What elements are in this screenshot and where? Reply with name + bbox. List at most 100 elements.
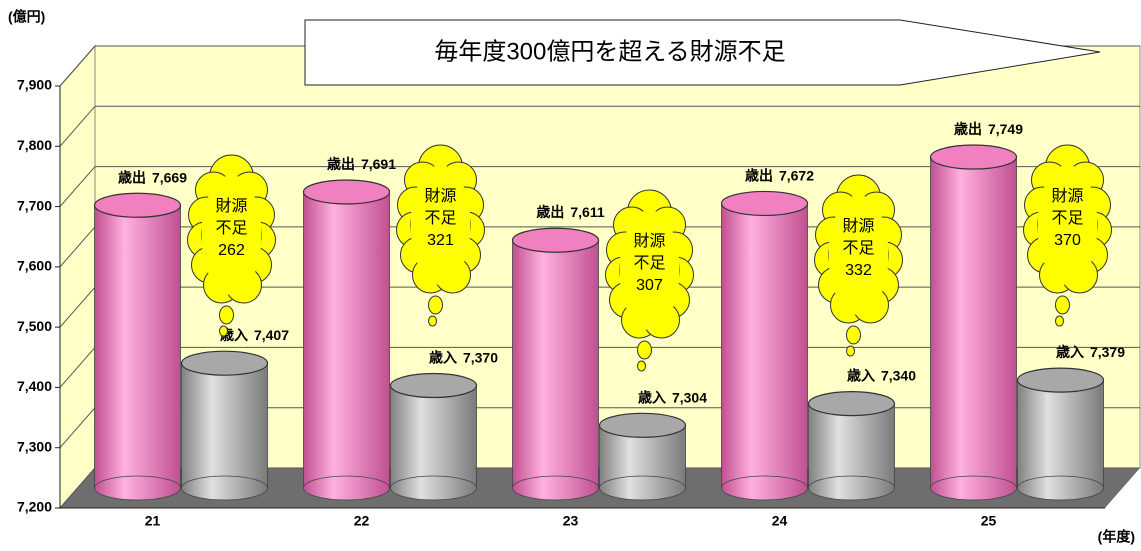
- cylinder-body: [94, 205, 181, 488]
- callout: 財源不足 321: [396, 144, 485, 327]
- grid-line: [59, 166, 96, 207]
- callout-bubble: [846, 325, 861, 345]
- series-name: 歳入: [847, 367, 875, 383]
- cylinder-top: [302, 179, 391, 205]
- value-label: 7,691: [361, 156, 396, 172]
- side-wall: [59, 44, 96, 510]
- x-tick-label: 23: [563, 513, 579, 529]
- cylinder-body: [303, 191, 390, 489]
- series-name: 歳入: [638, 389, 666, 405]
- data-label: 歳入 7,407: [220, 327, 289, 343]
- data-label: 歳出 7,611: [536, 204, 604, 220]
- callout-value: 262: [218, 242, 245, 259]
- grid-line: [59, 407, 96, 449]
- y-tick-label: 7,200: [17, 499, 52, 515]
- grid-line: [59, 105, 96, 147]
- cylinder-body: [390, 385, 477, 488]
- x-axis-label: (年度): [1098, 529, 1135, 545]
- cylinder-bottom: [303, 475, 390, 501]
- series-name: 歳入: [429, 349, 457, 365]
- callout-fill: [201, 175, 262, 295]
- callout-value: 332: [845, 262, 872, 279]
- callout-bubble: [219, 305, 234, 325]
- callout-label: 財源: [842, 217, 874, 235]
- callout-label: 財源: [424, 187, 456, 205]
- x-tick-label: 24: [772, 513, 788, 529]
- callout-value: 321: [427, 232, 454, 249]
- callout-label: 不足: [424, 210, 456, 227]
- callout: 財源不足 370: [1023, 144, 1112, 327]
- cylinder-top: [720, 190, 809, 217]
- grid-line: [59, 467, 96, 509]
- callout: 財源不足 262: [187, 154, 276, 337]
- callout-bubble: [637, 360, 646, 372]
- callout-bubble: [637, 340, 652, 360]
- cylinder-body: [930, 157, 1017, 488]
- data-label: 歳出 7,672: [745, 167, 814, 183]
- callout-label: 財源: [215, 197, 247, 215]
- cylinder-top: [511, 227, 600, 253]
- callout-fill: [1037, 165, 1098, 285]
- value-label: 7,379: [1090, 344, 1125, 360]
- callout: 財源不足 332: [814, 174, 903, 357]
- cylinder-top: [929, 144, 1018, 170]
- callout: 財源不足 307: [605, 189, 694, 372]
- callout-bubble: [1055, 315, 1064, 327]
- grid-line: [59, 347, 96, 388]
- y-tick-label: 7,500: [17, 318, 52, 334]
- cylinder-top: [180, 350, 269, 376]
- value-label: 7,407: [254, 327, 289, 343]
- callout-value: 307: [636, 277, 663, 294]
- cylinder-bottom: [1017, 475, 1104, 501]
- cylinder-top: [1016, 367, 1105, 393]
- value-label: 7,749: [988, 121, 1023, 137]
- callout-bubble: [1055, 295, 1070, 315]
- cylinder-body: [512, 240, 599, 488]
- series-name: 歳出: [745, 167, 773, 183]
- cylinder-bottom: [181, 475, 268, 501]
- callout-label: 不足: [633, 255, 665, 272]
- cylinder-top: [598, 412, 687, 438]
- x-tick-label: 21: [145, 513, 161, 529]
- x-tick-label: 25: [981, 513, 997, 529]
- callout-label: 財源: [1051, 187, 1083, 205]
- cylinder-bottom: [390, 475, 477, 501]
- data-label: 歳入 7,370: [429, 349, 498, 365]
- data-label: 歳出 7,669: [118, 169, 187, 185]
- callout-bubble: [428, 295, 443, 315]
- grid-line: [59, 286, 96, 328]
- callout-label: 財源: [633, 232, 665, 250]
- data-label: 歳入 7,379: [1056, 344, 1125, 360]
- callout-fill: [410, 165, 471, 285]
- y-tick-label: 7,400: [17, 378, 52, 394]
- cylinder-body: [1017, 380, 1104, 488]
- callout-bubble: [846, 345, 855, 357]
- y-tick-label: 7,700: [17, 197, 52, 213]
- value-label: 7,611: [570, 204, 604, 220]
- value-label: 7,669: [152, 169, 187, 185]
- y-tick-label: 7,800: [17, 137, 52, 153]
- data-label: 歳出 7,691: [327, 156, 396, 172]
- cylinder-body: [808, 403, 895, 488]
- grid-line: [59, 226, 96, 268]
- banner-text: 毎年度300億円を超える財源不足: [434, 38, 785, 65]
- series-name: 歳出: [327, 156, 355, 172]
- series-name: 歳入: [1056, 344, 1084, 360]
- data-label: 歳出 7,749: [954, 121, 1023, 137]
- cylinder-bottom: [808, 475, 895, 501]
- cylinder-bottom: [721, 475, 808, 501]
- data-label: 歳入 7,340: [847, 367, 916, 383]
- callout-label: 不足: [215, 220, 247, 237]
- callout-bubble: [428, 315, 437, 327]
- cylinder-bottom: [599, 475, 686, 501]
- cylinder-top: [807, 391, 896, 417]
- x-tick-label: 22: [354, 513, 370, 529]
- cylinder-bottom: [930, 475, 1017, 501]
- callout-bubble: [219, 325, 228, 337]
- value-label: 7,340: [881, 367, 916, 383]
- value-label: 7,672: [779, 167, 814, 183]
- callout-label: 不足: [842, 240, 874, 257]
- y-axis-label: (億円): [8, 9, 45, 25]
- y-tick-label: 7,300: [17, 438, 52, 454]
